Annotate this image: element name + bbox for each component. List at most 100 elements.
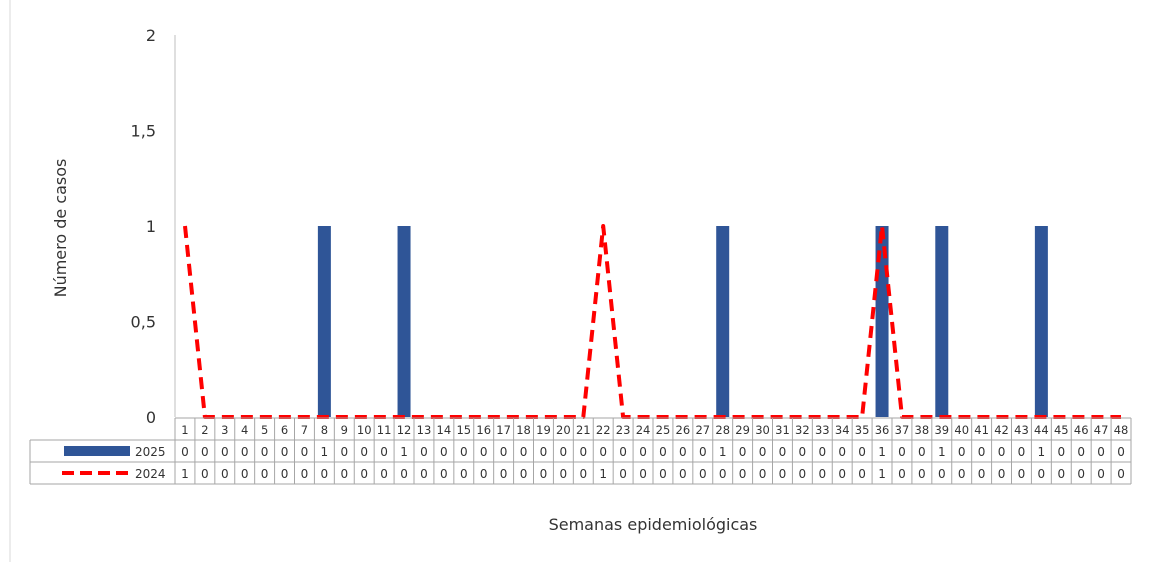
x-tick-label: 32 xyxy=(795,423,810,437)
x-tick-label: 42 xyxy=(994,423,1009,437)
x-tick-label: 39 xyxy=(934,423,949,437)
line-2024 xyxy=(183,224,1121,419)
table-cell-2024: 0 xyxy=(938,467,946,481)
bar-2025 xyxy=(1034,226,1048,417)
x-tick-label: 17 xyxy=(496,423,511,437)
x-tick-label: 44 xyxy=(1034,423,1049,437)
table-cell-2024: 0 xyxy=(958,467,966,481)
x-tick-label: 9 xyxy=(341,423,348,437)
x-tick-label: 47 xyxy=(1094,423,1109,437)
table-cell-2024: 0 xyxy=(480,467,488,481)
table-cell-2025: 0 xyxy=(1077,445,1085,459)
table-cell-2024: 0 xyxy=(201,467,209,481)
x-tick-label: 6 xyxy=(281,423,288,437)
table-cell-2025: 0 xyxy=(1117,445,1125,459)
x-tick-label: 12 xyxy=(397,423,412,437)
table-cell-2024: 0 xyxy=(978,467,986,481)
y-tick-label: 0 xyxy=(146,408,156,427)
bars-2025 xyxy=(317,226,1048,417)
table-cell-2025: 0 xyxy=(1018,445,1026,459)
x-tick-label: 26 xyxy=(676,423,691,437)
table-cell-2024: 0 xyxy=(579,467,587,481)
table-cell-2025: 0 xyxy=(639,445,647,459)
y-tick-label: 1,5 xyxy=(131,122,156,141)
table-cell-2024: 0 xyxy=(759,467,767,481)
table-cell-2025: 0 xyxy=(241,445,249,459)
x-tick-label: 16 xyxy=(476,423,491,437)
table-cell-2025: 0 xyxy=(340,445,348,459)
table-cell-2025: 0 xyxy=(360,445,368,459)
table-cell-2025: 1 xyxy=(400,445,408,459)
bar-2025 xyxy=(397,226,411,417)
table-cell-2024: 0 xyxy=(440,467,448,481)
table-cell-2024: 0 xyxy=(1057,467,1065,481)
table-cell-2024: 0 xyxy=(460,467,468,481)
x-axis-title: Semanas epidemiológicas xyxy=(549,515,758,534)
table-cell-2025: 0 xyxy=(460,445,468,459)
table-cell-2024: 0 xyxy=(321,467,329,481)
bar-2025 xyxy=(317,226,331,417)
table-cell-2025: 0 xyxy=(998,445,1006,459)
table-cell-2025: 0 xyxy=(858,445,866,459)
table-cell-2024: 0 xyxy=(659,467,667,481)
x-tick-label: 8 xyxy=(321,423,328,437)
x-tick-label: 15 xyxy=(456,423,471,437)
x-tick-label: 20 xyxy=(556,423,571,437)
table-cell-2025: 0 xyxy=(659,445,667,459)
table-cell-2024: 0 xyxy=(779,467,787,481)
table-cell-2025: 0 xyxy=(739,445,747,459)
table-cell-2024: 0 xyxy=(1018,467,1026,481)
x-tick-label: 23 xyxy=(616,423,631,437)
table-cell-2024: 0 xyxy=(400,467,408,481)
table-cell-2024: 0 xyxy=(838,467,846,481)
table-cell-2025: 0 xyxy=(779,445,787,459)
table-cell-2024: 0 xyxy=(619,467,627,481)
x-tick-label: 21 xyxy=(576,423,591,437)
table-cell-2024: 0 xyxy=(898,467,906,481)
table-cell-2025: 0 xyxy=(838,445,846,459)
table-cell-2024: 0 xyxy=(998,467,1006,481)
x-tick-label: 30 xyxy=(755,423,770,437)
x-tick-label: 36 xyxy=(875,423,890,437)
table-cell-2025: 0 xyxy=(679,445,687,459)
table-cell-2024: 0 xyxy=(380,467,388,481)
x-tick-label: 13 xyxy=(417,423,432,437)
table-cell-2025: 0 xyxy=(579,445,587,459)
table-cell-2025: 0 xyxy=(420,445,428,459)
table-cell-2025: 0 xyxy=(201,445,209,459)
table-cell-2024: 0 xyxy=(261,467,269,481)
x-tick-label: 45 xyxy=(1054,423,1069,437)
table-cell-2025: 0 xyxy=(380,445,388,459)
table-cell-2025: 0 xyxy=(301,445,309,459)
table-cell-2024: 0 xyxy=(699,467,707,481)
x-tick-label: 2 xyxy=(201,423,208,437)
table-cell-2025: 0 xyxy=(520,445,528,459)
x-tick-label: 37 xyxy=(895,423,910,437)
table-cell-2025: 0 xyxy=(699,445,707,459)
table-cell-2024: 0 xyxy=(420,467,428,481)
y-tick-label: 1 xyxy=(146,217,156,236)
table-cell-2024: 1 xyxy=(599,467,607,481)
table-cell-2025: 0 xyxy=(599,445,607,459)
table-cell-2024: 0 xyxy=(799,467,807,481)
table-cell-2024: 0 xyxy=(301,467,309,481)
table-cell-2025: 0 xyxy=(619,445,627,459)
table-cell-2025: 1 xyxy=(1038,445,1046,459)
x-tick-label: 46 xyxy=(1074,423,1089,437)
x-tick-label: 25 xyxy=(656,423,671,437)
legend-label-2025: 2025 xyxy=(135,445,166,459)
table-cell-2025: 0 xyxy=(759,445,767,459)
table-cell-2024: 0 xyxy=(818,467,826,481)
x-tick-label: 14 xyxy=(437,423,452,437)
table-cell-2024: 0 xyxy=(281,467,289,481)
legend-label-2024: 2024 xyxy=(135,467,166,481)
y-axis-title: Número de casos xyxy=(51,159,70,298)
table-cell-2024: 0 xyxy=(918,467,926,481)
x-tick-label: 4 xyxy=(241,423,248,437)
table-cell-2024: 0 xyxy=(858,467,866,481)
table-cell-2024: 0 xyxy=(719,467,727,481)
x-tick-label: 33 xyxy=(815,423,830,437)
table-cell-2024: 0 xyxy=(739,467,747,481)
table-cell-2025: 0 xyxy=(181,445,189,459)
table-cell-2024: 0 xyxy=(340,467,348,481)
